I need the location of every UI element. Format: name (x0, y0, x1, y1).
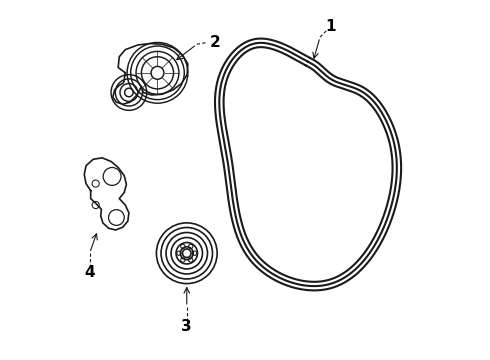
Text: 4: 4 (84, 265, 95, 280)
Text: 1: 1 (325, 19, 336, 34)
Text: 3: 3 (181, 319, 192, 334)
Text: 2: 2 (209, 35, 220, 50)
